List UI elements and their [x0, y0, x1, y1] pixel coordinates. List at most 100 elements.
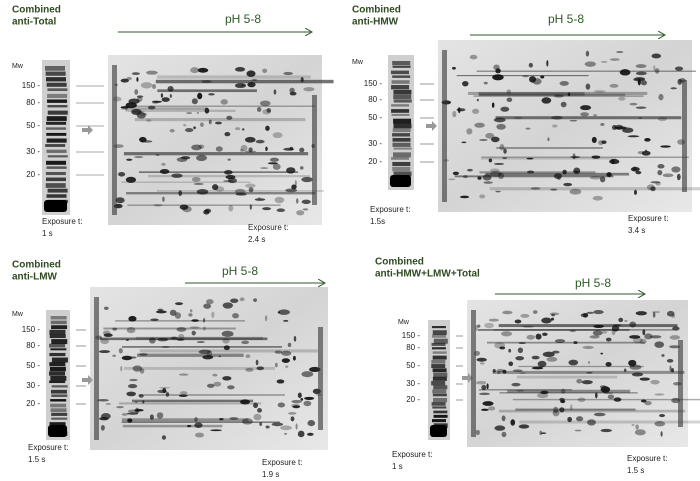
gel-spot	[583, 312, 588, 318]
gel-edge	[112, 65, 117, 215]
ladder-band	[45, 71, 66, 76]
gel-spot	[496, 368, 505, 373]
marker-label: 80 -	[26, 341, 40, 350]
gel-spot	[666, 358, 674, 363]
gel-spot	[266, 108, 272, 113]
panel-title: Combined	[375, 257, 424, 268]
gel-streak	[122, 424, 223, 428]
gel-spot	[135, 407, 140, 414]
gel-spot	[246, 70, 256, 77]
ladder-band	[45, 127, 66, 130]
ladder-band	[45, 183, 66, 188]
gel-spot	[481, 384, 487, 391]
gel-spot	[560, 101, 567, 108]
gel-spot	[535, 333, 542, 340]
gel-spot	[573, 341, 578, 345]
gel-exposure: 1.9 s	[262, 470, 279, 479]
gel-spot	[234, 188, 246, 195]
ladder-band	[431, 326, 446, 329]
marker-label: 20 -	[26, 170, 40, 179]
gel-streak	[127, 109, 236, 113]
gel-spot	[482, 174, 492, 181]
gel-spot	[267, 162, 278, 165]
gray-arrow	[462, 373, 473, 383]
gel-spot	[183, 123, 187, 127]
gel-spot	[132, 365, 143, 372]
gel-spot	[222, 338, 230, 344]
gel-spot	[197, 67, 209, 73]
gel-spot	[169, 93, 173, 98]
gel-streak	[476, 70, 696, 72]
gel-spot	[488, 406, 496, 411]
gel-streak	[479, 93, 626, 96]
ladder-band	[432, 406, 447, 409]
gel-spot	[300, 398, 304, 401]
gel-spot	[576, 416, 584, 422]
gel-spot	[223, 345, 230, 351]
gel-spot	[281, 350, 292, 356]
ladder-band	[391, 70, 410, 75]
ladder-band	[392, 142, 411, 147]
gel-spot	[161, 345, 170, 349]
gel-spot	[198, 349, 211, 355]
gel-spot	[254, 198, 266, 201]
gel-spot	[283, 71, 293, 76]
gel-spot	[672, 326, 680, 331]
gel-streak	[156, 190, 324, 192]
gel-exposure: 1.5 s	[627, 466, 644, 475]
gel-spot	[287, 412, 297, 415]
gel-spot	[199, 122, 204, 127]
gel-spot	[479, 362, 485, 365]
gel-spot	[552, 409, 560, 417]
gel-spot	[586, 311, 594, 314]
gel-spot	[654, 393, 665, 396]
gel-spot	[616, 51, 624, 53]
gel-spot	[506, 97, 513, 102]
gel-spot	[622, 127, 634, 133]
gel-spot	[609, 58, 620, 61]
gel-streak	[127, 204, 281, 206]
ladder-band	[45, 144, 66, 147]
gel-edge	[442, 50, 447, 202]
gel-spot	[170, 336, 178, 340]
ladder-band	[47, 155, 68, 158]
mw-label: Mw	[352, 59, 364, 66]
gel-spot	[542, 332, 548, 336]
gel-spot	[662, 173, 674, 178]
gel-spot	[149, 414, 154, 420]
gel-spot	[560, 388, 566, 394]
gel-streak	[139, 349, 318, 353]
gel-spot	[126, 412, 139, 415]
gel-spot	[256, 366, 265, 371]
gel-spot	[580, 105, 592, 111]
mw-label: Mw	[12, 311, 24, 318]
gel-spot	[496, 123, 506, 130]
ladder-band	[393, 123, 412, 129]
gel-spot	[307, 420, 316, 427]
gel-spot	[301, 371, 314, 378]
gel-spot	[649, 335, 662, 339]
gel-edge	[312, 95, 317, 205]
gel-edge	[318, 327, 323, 430]
ladder-band	[47, 105, 68, 108]
gel-spot	[474, 122, 485, 128]
ladder-band	[432, 393, 447, 397]
gel-spot	[532, 310, 538, 314]
ladder-band	[50, 408, 67, 413]
gel-spot	[134, 89, 139, 95]
gel-spot	[136, 77, 139, 82]
gel-spot	[178, 333, 185, 340]
gel-spot	[222, 376, 232, 381]
gel-spot	[654, 68, 660, 74]
ladder-exposure: Exposure t:	[370, 205, 410, 214]
gel-spot	[162, 196, 165, 202]
gel-spot	[477, 324, 481, 328]
gel-spot	[248, 147, 253, 153]
gel-exposure: Exposure t:	[248, 223, 288, 232]
gel-spot	[486, 383, 489, 390]
gel-spot	[586, 371, 593, 374]
gel-spot	[253, 413, 262, 421]
gel-streak	[454, 175, 614, 178]
gel-spot	[522, 75, 530, 78]
gel-spot	[301, 199, 311, 205]
